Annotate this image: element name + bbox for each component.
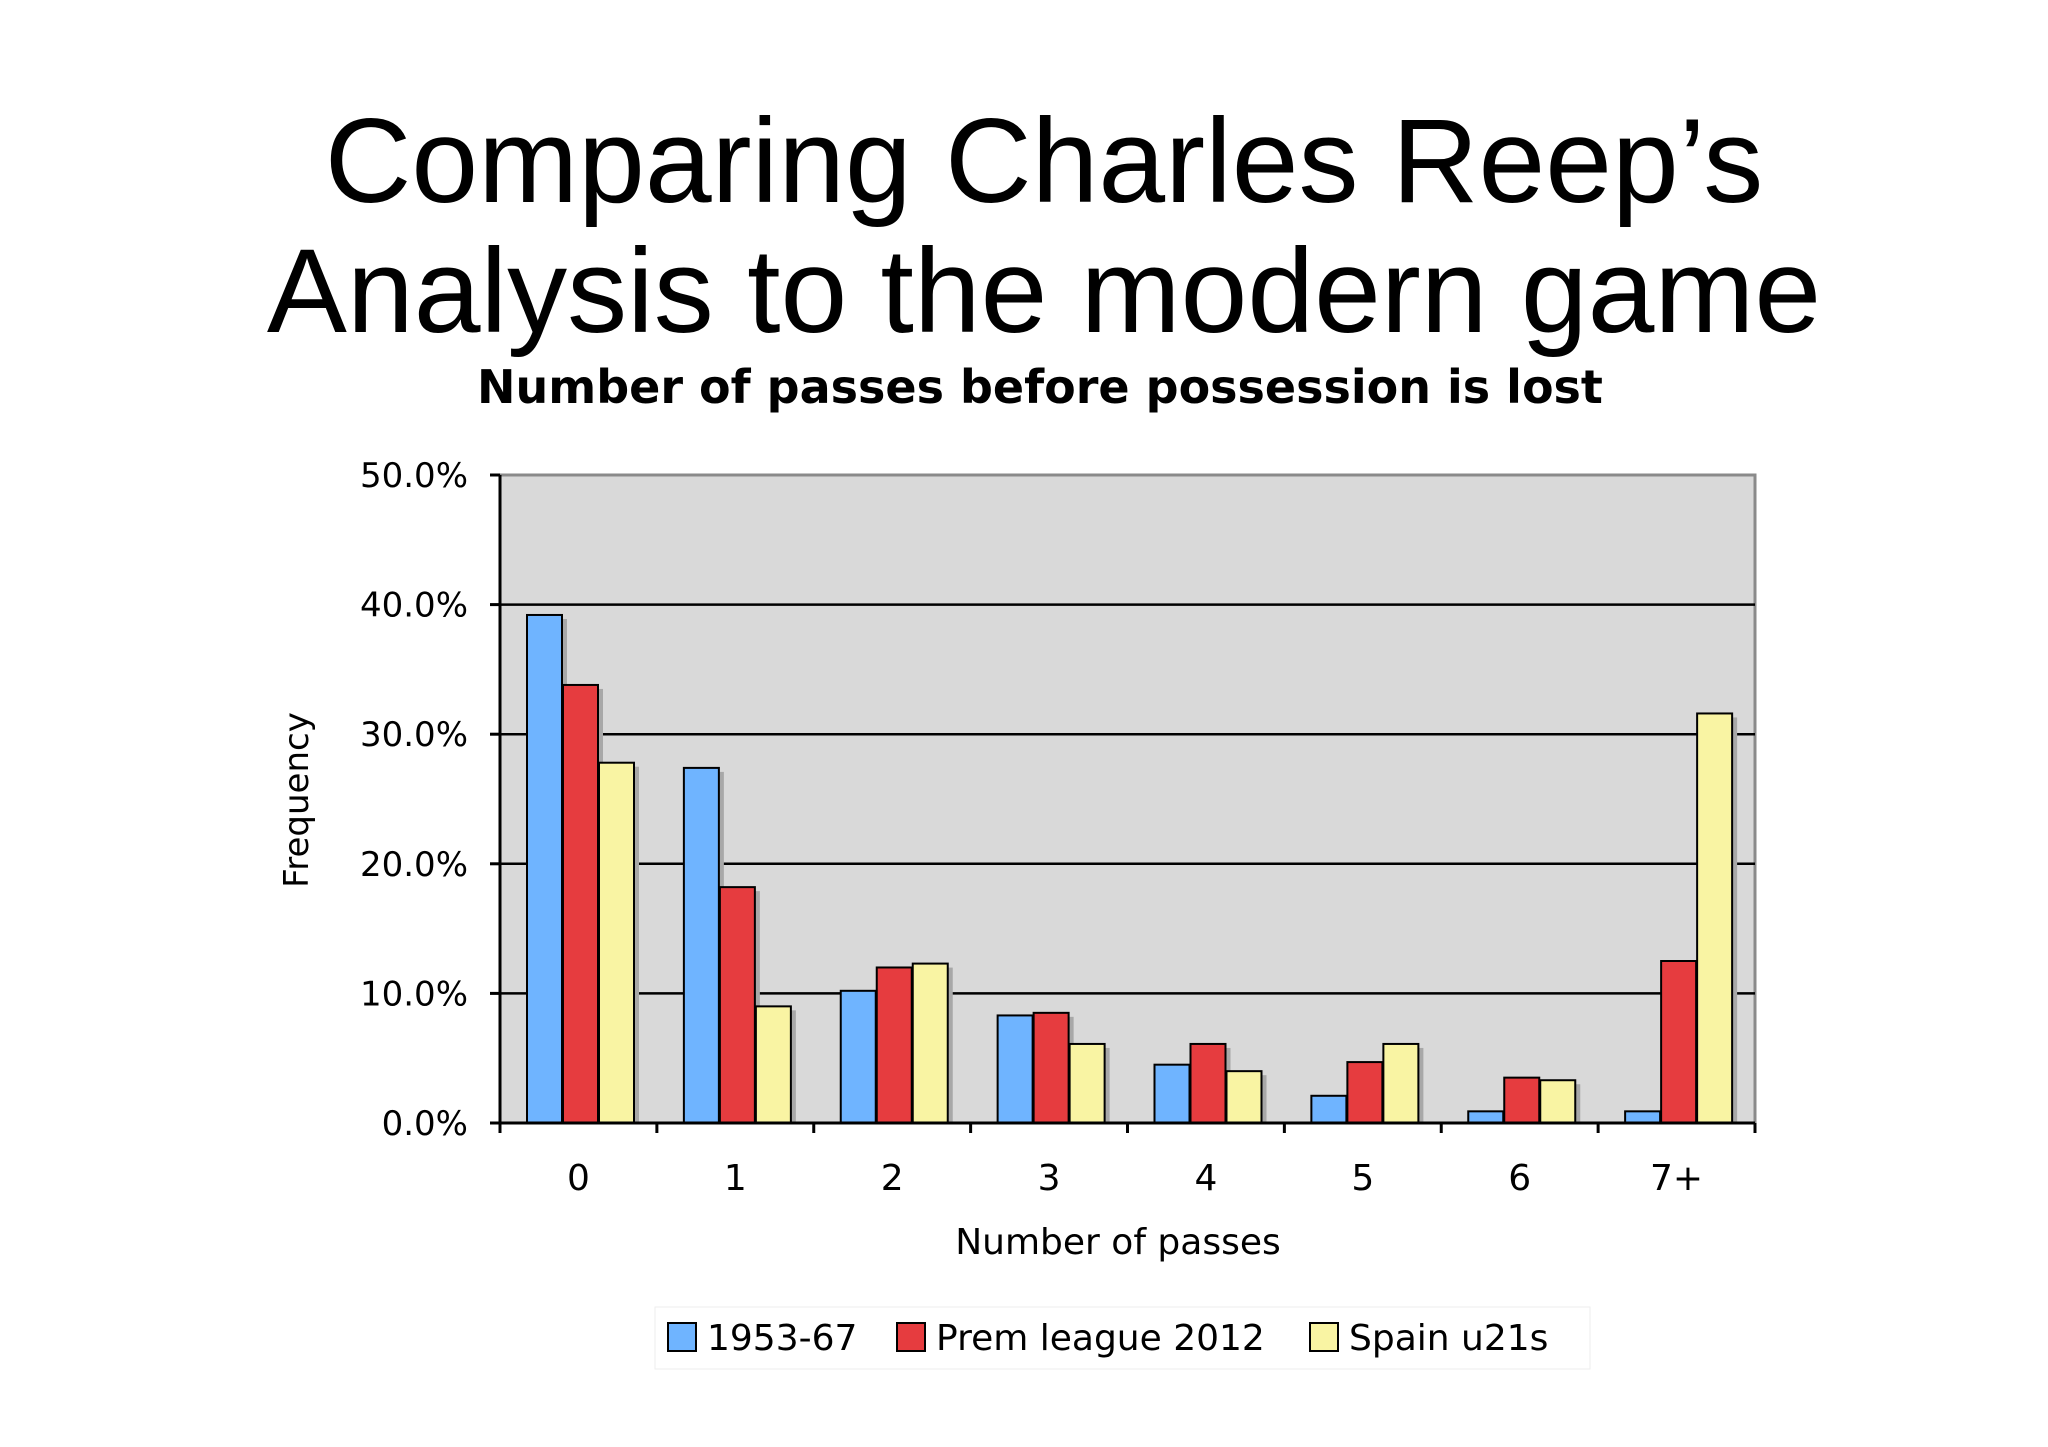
legend-label: Spain u21s (1349, 1318, 1548, 1359)
y-tick-label: 30.0% (360, 715, 468, 755)
slide-title-line-2: Analysis to the modern game (266, 224, 1822, 358)
legend-swatch (667, 1322, 697, 1352)
chart-title: Number of passes before possession is lo… (477, 360, 1603, 414)
legend: 1953-67 Prem league 2012 Spain u21s (654, 1306, 1591, 1370)
y-tick-label: 50.0% (360, 456, 468, 496)
y-tick-labels: 0.0% 10.0% 20.0% 30.0% 40.0% 50.0% (360, 456, 500, 1144)
y-tick-label: 40.0% (360, 586, 468, 626)
bar (1539, 1079, 1577, 1125)
slide-title: Comparing Charles Reep’s Analysis to the… (0, 96, 2048, 356)
bar (562, 683, 599, 1125)
x-tick-label: 6 (1508, 1158, 1531, 1199)
bar (1696, 712, 1734, 1124)
bar (1467, 1110, 1505, 1125)
bar (1624, 1110, 1662, 1125)
x-tick-label: 2 (881, 1158, 904, 1199)
x-tick-label: 0 (567, 1158, 590, 1199)
bar (839, 989, 877, 1124)
bar (1346, 1061, 1384, 1125)
legend-box (654, 1306, 1591, 1370)
x-axis-label: Number of passes (955, 1222, 1281, 1263)
bar (1660, 960, 1698, 1124)
bar (1310, 1094, 1348, 1125)
legend-label: 1953-67 (707, 1318, 857, 1359)
bar (718, 886, 756, 1124)
x-tick-label: 5 (1351, 1158, 1374, 1199)
x-tick-labels: 0 1 2 3 4 5 6 7+ (498, 1123, 1757, 1199)
bar (911, 962, 949, 1124)
bar (996, 1014, 1034, 1125)
bar (875, 966, 913, 1124)
x-tick-label: 1 (724, 1158, 747, 1199)
legend-swatch (1309, 1322, 1339, 1352)
bar (1189, 1042, 1227, 1124)
bar (1153, 1063, 1191, 1125)
bar (1225, 1070, 1263, 1125)
bars (526, 613, 1738, 1125)
bar (526, 613, 563, 1125)
slide-title-line-1: Comparing Charles Reep’s (324, 94, 1764, 228)
y-tick-label: 0.0% (382, 1104, 468, 1144)
y-axis-label: Frequency (277, 712, 317, 888)
bar (1382, 1042, 1420, 1124)
x-tick-label: 4 (1194, 1158, 1217, 1199)
y-tick-label: 10.0% (360, 974, 468, 1014)
x-tick-label: 3 (1038, 1158, 1061, 1199)
bar (1503, 1076, 1541, 1125)
legend-label: Prem league 2012 (936, 1318, 1265, 1359)
y-tick-label: 20.0% (360, 845, 468, 885)
bar (1068, 1042, 1106, 1124)
bar (1032, 1011, 1070, 1125)
bar (682, 766, 720, 1124)
bar (598, 761, 635, 1124)
bar (754, 1005, 792, 1124)
legend-swatch (896, 1322, 926, 1352)
x-tick-label: 7+ (1650, 1158, 1703, 1199)
